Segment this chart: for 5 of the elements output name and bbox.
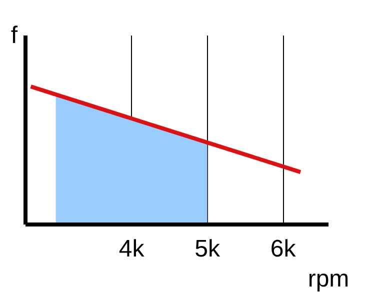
x-tick-label: 4k (118, 236, 146, 262)
y-axis-title: f (10, 22, 18, 49)
x-tick-label: 5k (194, 236, 221, 262)
x-axis-title: rpm (308, 266, 350, 292)
x-tick-label: 6k (270, 236, 297, 262)
